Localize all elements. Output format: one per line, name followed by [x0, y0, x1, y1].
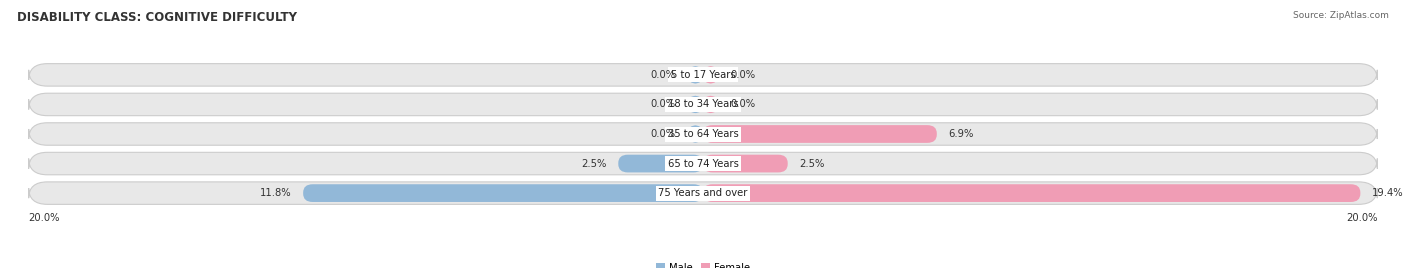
Text: 5 to 17 Years: 5 to 17 Years	[671, 70, 735, 80]
Text: 20.0%: 20.0%	[28, 213, 60, 223]
Text: 35 to 64 Years: 35 to 64 Years	[668, 129, 738, 139]
FancyBboxPatch shape	[28, 93, 1378, 116]
Text: DISABILITY CLASS: COGNITIVE DIFFICULTY: DISABILITY CLASS: COGNITIVE DIFFICULTY	[17, 11, 297, 24]
FancyBboxPatch shape	[688, 125, 703, 143]
FancyBboxPatch shape	[28, 182, 1378, 204]
Text: Source: ZipAtlas.com: Source: ZipAtlas.com	[1294, 11, 1389, 20]
FancyBboxPatch shape	[703, 66, 718, 84]
Text: 2.5%: 2.5%	[581, 159, 606, 169]
FancyBboxPatch shape	[703, 184, 1361, 202]
Text: 11.8%: 11.8%	[260, 188, 291, 198]
Text: 0.0%: 0.0%	[651, 129, 676, 139]
Legend: Male, Female: Male, Female	[652, 259, 754, 268]
Text: 2.5%: 2.5%	[800, 159, 825, 169]
FancyBboxPatch shape	[28, 64, 1378, 86]
Text: 75 Years and over: 75 Years and over	[658, 188, 748, 198]
Text: 0.0%: 0.0%	[730, 70, 755, 80]
FancyBboxPatch shape	[703, 96, 718, 113]
FancyBboxPatch shape	[304, 184, 703, 202]
Text: 65 to 74 Years: 65 to 74 Years	[668, 159, 738, 169]
FancyBboxPatch shape	[619, 155, 703, 172]
Text: 0.0%: 0.0%	[651, 99, 676, 109]
Text: 18 to 34 Years: 18 to 34 Years	[668, 99, 738, 109]
FancyBboxPatch shape	[688, 96, 703, 113]
Text: 20.0%: 20.0%	[1346, 213, 1378, 223]
FancyBboxPatch shape	[28, 152, 1378, 175]
Text: 6.9%: 6.9%	[949, 129, 974, 139]
Text: 0.0%: 0.0%	[730, 99, 755, 109]
FancyBboxPatch shape	[688, 66, 703, 84]
FancyBboxPatch shape	[28, 123, 1378, 145]
Text: 0.0%: 0.0%	[651, 70, 676, 80]
FancyBboxPatch shape	[703, 125, 936, 143]
FancyBboxPatch shape	[703, 155, 787, 172]
Text: 19.4%: 19.4%	[1372, 188, 1403, 198]
